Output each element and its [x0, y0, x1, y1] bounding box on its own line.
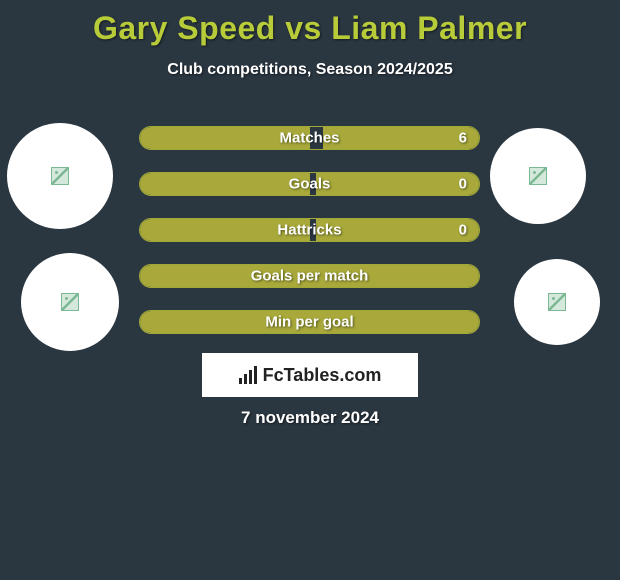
team-left-avatar [21, 253, 119, 351]
stat-label: Goals per match [140, 268, 479, 285]
stat-label: Goals [140, 176, 479, 193]
image-placeholder-icon [61, 293, 79, 311]
date-label: 7 november 2024 [0, 408, 620, 428]
logo-text: FcTables.com [263, 365, 382, 386]
stat-bar: Hattricks0 [139, 218, 480, 242]
image-placeholder-icon [548, 293, 566, 311]
stat-bar: Matches6 [139, 126, 480, 150]
stat-bar: Goals0 [139, 172, 480, 196]
comparison-bars: Matches6Goals0Hattricks0Goals per matchM… [139, 126, 480, 356]
stat-bar: Min per goal [139, 310, 480, 334]
image-placeholder-icon [529, 167, 547, 185]
fctables-logo: FcTables.com [202, 353, 418, 397]
player-left-avatar [7, 123, 113, 229]
subtitle: Club competitions, Season 2024/2025 [0, 61, 620, 79]
stat-bar: Goals per match [139, 264, 480, 288]
stat-label: Hattricks [140, 222, 479, 239]
player-right-avatar [490, 128, 586, 224]
stat-value: 0 [459, 176, 467, 193]
stat-label: Min per goal [140, 314, 479, 331]
chart-icon [239, 366, 257, 384]
image-placeholder-icon [51, 167, 69, 185]
stat-value: 6 [459, 130, 467, 147]
page-title: Gary Speed vs Liam Palmer [0, 0, 620, 47]
team-right-avatar [514, 259, 600, 345]
stat-value: 0 [459, 222, 467, 239]
stat-label: Matches [140, 130, 479, 147]
